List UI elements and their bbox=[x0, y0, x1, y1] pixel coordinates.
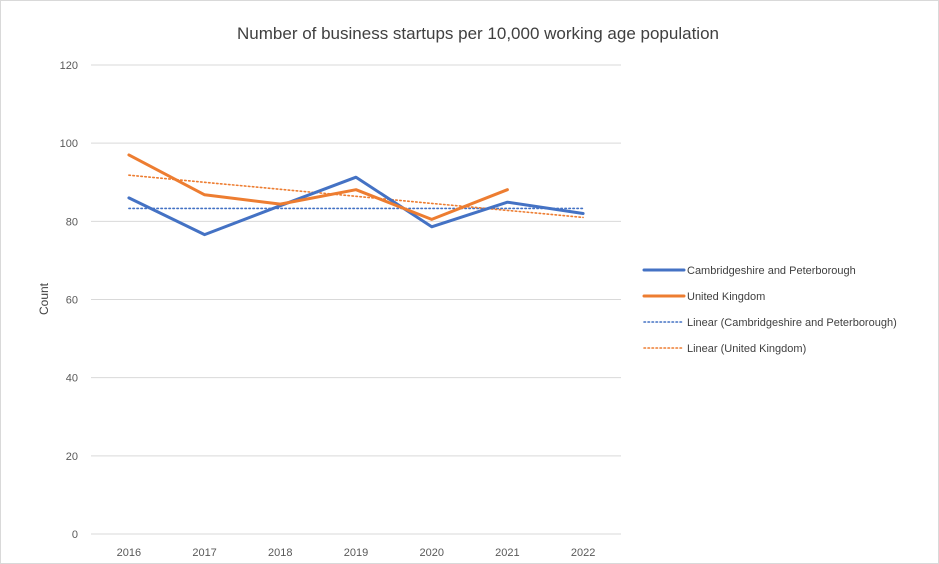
legend-label: Linear (United Kingdom) bbox=[687, 343, 806, 355]
y-tick-label: 60 bbox=[66, 295, 78, 307]
y-tick-label: 120 bbox=[60, 60, 78, 72]
x-tick-label: 2020 bbox=[419, 547, 443, 559]
y-tick-label: 20 bbox=[66, 451, 78, 463]
legend-item: United Kingdom bbox=[642, 291, 765, 303]
legend-label: Linear (Cambridgeshire and Peterborough) bbox=[687, 317, 897, 329]
y-axis-label: Count bbox=[37, 282, 51, 315]
gridlines bbox=[91, 64, 621, 535]
trendlines bbox=[128, 174, 584, 219]
x-tick-labels: 2016 2017 2018 2019 2020 2021 2022 bbox=[117, 547, 596, 559]
x-tick-label: 2018 bbox=[268, 547, 292, 559]
trendline bbox=[128, 174, 584, 219]
legend: Cambridgeshire and Peterborough United Ki… bbox=[642, 265, 897, 355]
x-tick-label: 2017 bbox=[192, 547, 216, 559]
y-tick-label: 40 bbox=[66, 373, 78, 385]
chart-title: Number of business startups per 10,000 w… bbox=[237, 24, 719, 43]
x-tick-label: 2016 bbox=[117, 547, 141, 559]
series-line bbox=[127, 153, 509, 221]
y-tick-label: 0 bbox=[72, 529, 78, 541]
x-tick-label: 2022 bbox=[571, 547, 595, 559]
legend-item: Linear (United Kingdom) bbox=[643, 343, 806, 355]
legend-label: Cambridgeshire and Peterborough bbox=[687, 265, 856, 277]
series-lines bbox=[127, 153, 585, 237]
x-tick-label: 2019 bbox=[344, 547, 368, 559]
legend-item: Linear (Cambridgeshire and Peterborough) bbox=[643, 317, 897, 329]
y-tick-label: 80 bbox=[66, 216, 78, 228]
series-line bbox=[127, 175, 585, 237]
y-tick-labels: 0 20 40 60 80 100 120 bbox=[60, 60, 78, 541]
legend-item: Cambridgeshire and Peterborough bbox=[642, 265, 856, 277]
y-tick-label: 100 bbox=[60, 138, 78, 150]
legend-label: United Kingdom bbox=[687, 291, 765, 303]
x-tick-label: 2021 bbox=[495, 547, 519, 559]
